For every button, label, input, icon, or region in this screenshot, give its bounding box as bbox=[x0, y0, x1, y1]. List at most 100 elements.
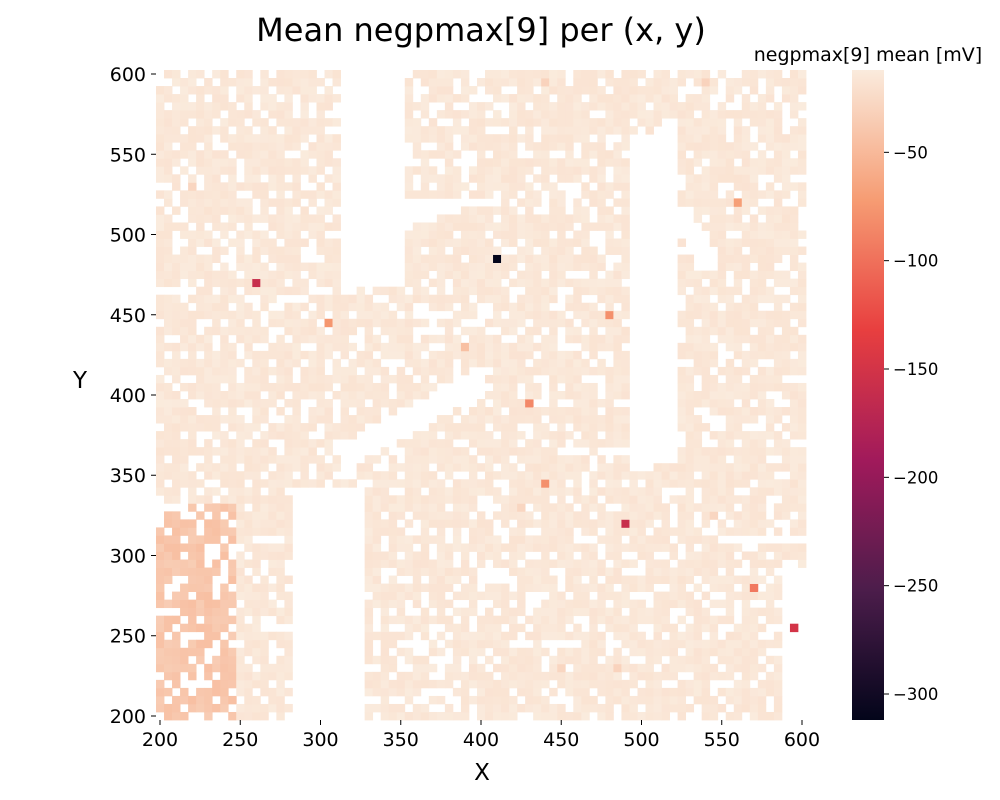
heatmap-cell bbox=[412, 262, 422, 272]
heatmap-cell bbox=[637, 711, 646, 721]
heatmap-cell bbox=[797, 407, 807, 416]
heatmap-cell bbox=[180, 583, 189, 592]
heatmap-cell bbox=[412, 567, 422, 576]
heatmap-cell bbox=[533, 655, 542, 665]
heatmap-cell bbox=[773, 142, 783, 151]
heatmap-cell bbox=[316, 326, 325, 336]
heatmap-cell bbox=[388, 687, 398, 697]
heatmap-cell bbox=[709, 663, 719, 673]
heatmap-cell bbox=[485, 687, 494, 697]
heatmap-cell bbox=[412, 278, 422, 288]
heatmap-cell bbox=[581, 567, 590, 576]
heatmap-cell bbox=[533, 487, 542, 496]
heatmap-cell bbox=[260, 671, 269, 681]
heatmap-cell bbox=[485, 447, 494, 456]
heatmap-cell bbox=[565, 294, 574, 304]
heatmap-cell bbox=[773, 663, 783, 673]
heatmap-cell bbox=[557, 246, 566, 255]
heatmap-cell bbox=[693, 663, 703, 673]
heatmap-cell bbox=[629, 495, 638, 504]
heatmap-cell bbox=[252, 479, 261, 488]
heatmap-cell bbox=[589, 447, 598, 456]
heatmap-cell bbox=[653, 94, 662, 103]
heatmap-cell bbox=[188, 647, 197, 657]
heatmap-cell bbox=[292, 342, 301, 352]
heatmap-cell bbox=[605, 310, 614, 320]
heatmap-cell bbox=[589, 86, 598, 95]
heatmap-cell bbox=[653, 711, 662, 721]
heatmap-cell bbox=[773, 254, 783, 263]
heatmap-cell bbox=[156, 158, 165, 167]
heatmap-cell bbox=[613, 270, 622, 280]
heatmap-cell bbox=[549, 671, 558, 681]
heatmap-cell bbox=[493, 110, 502, 119]
y-tick-label: 350 bbox=[110, 465, 146, 487]
heatmap-cell bbox=[172, 455, 181, 464]
heatmap-cell bbox=[677, 711, 687, 721]
heatmap-cell bbox=[212, 294, 221, 304]
heatmap-cell bbox=[741, 527, 751, 536]
heatmap-cell bbox=[236, 447, 245, 456]
heatmap-cell bbox=[709, 358, 719, 368]
heatmap-cell bbox=[220, 230, 229, 239]
heatmap-cell bbox=[236, 623, 245, 633]
heatmap-cell bbox=[493, 439, 502, 448]
heatmap-cell bbox=[725, 423, 735, 432]
heatmap-cell bbox=[476, 695, 486, 705]
heatmap-cell bbox=[685, 543, 695, 552]
heatmap-cell bbox=[188, 182, 197, 191]
heatmap-cell bbox=[196, 495, 205, 504]
heatmap-cell bbox=[188, 447, 197, 456]
heatmap-cell bbox=[260, 278, 269, 288]
heatmap-cell bbox=[372, 366, 382, 376]
heatmap-cell bbox=[605, 126, 614, 135]
heatmap-cell bbox=[196, 647, 205, 657]
heatmap-cell bbox=[428, 695, 438, 705]
heatmap-cell bbox=[284, 647, 293, 657]
heatmap-cell bbox=[533, 150, 542, 159]
heatmap-cell bbox=[436, 679, 446, 689]
heatmap-cell bbox=[276, 206, 285, 215]
heatmap-cell bbox=[549, 615, 558, 625]
heatmap-cell bbox=[268, 174, 277, 183]
heatmap-cell bbox=[565, 318, 574, 328]
heatmap-cell bbox=[204, 134, 213, 143]
heatmap-cell bbox=[388, 663, 398, 673]
heatmap-cell bbox=[677, 455, 687, 464]
heatmap-cell bbox=[581, 390, 590, 400]
heatmap-cell bbox=[316, 302, 325, 312]
heatmap-cell bbox=[597, 559, 606, 568]
heatmap-cell bbox=[468, 591, 478, 601]
heatmap-cell bbox=[509, 222, 518, 231]
heatmap-cell bbox=[573, 70, 582, 79]
heatmap-cell bbox=[460, 326, 470, 336]
heatmap-cell bbox=[581, 687, 590, 697]
heatmap-cell bbox=[517, 703, 526, 713]
heatmap-cell bbox=[685, 318, 695, 328]
heatmap-cell bbox=[549, 310, 558, 320]
heatmap-cell bbox=[661, 527, 670, 536]
heatmap-cell bbox=[428, 86, 438, 95]
heatmap-cell bbox=[757, 150, 767, 159]
heatmap-cell bbox=[476, 278, 486, 288]
heatmap-cell bbox=[757, 487, 767, 496]
heatmap-cell bbox=[476, 423, 486, 432]
heatmap-cell bbox=[428, 126, 438, 135]
heatmap-cell bbox=[220, 607, 229, 617]
heatmap-cell bbox=[284, 551, 293, 560]
heatmap-cell bbox=[188, 214, 197, 223]
heatmap-cell bbox=[573, 286, 582, 296]
heatmap-cell bbox=[781, 134, 791, 143]
heatmap-cell bbox=[509, 78, 518, 87]
heatmap-cell bbox=[541, 703, 550, 713]
heatmap-cell bbox=[236, 495, 245, 504]
heatmap-cell bbox=[164, 318, 173, 328]
heatmap-cell bbox=[204, 423, 213, 432]
heatmap-cell bbox=[444, 70, 454, 79]
heatmap-cell bbox=[444, 262, 454, 272]
heatmap-cell bbox=[180, 334, 189, 344]
heatmap-cell bbox=[653, 118, 662, 127]
heatmap-cell bbox=[444, 559, 454, 568]
heatmap-cell bbox=[324, 302, 333, 312]
heatmap-cell bbox=[533, 495, 542, 504]
